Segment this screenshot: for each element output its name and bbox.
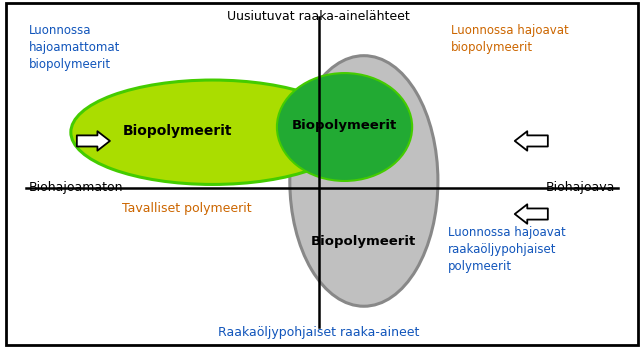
- FancyArrowPatch shape: [515, 204, 548, 224]
- Text: Luonnossa hajoavat
raakaöljypohjaiset
polymeerit: Luonnossa hajoavat raakaöljypohjaiset po…: [448, 226, 565, 273]
- Text: Tavalliset polymeerit: Tavalliset polymeerit: [122, 202, 252, 215]
- Text: Biopolymeerit: Biopolymeerit: [292, 119, 397, 132]
- Ellipse shape: [277, 73, 412, 181]
- Text: Biopolymeerit: Biopolymeerit: [311, 235, 417, 248]
- Text: Uusiutuvat raaka-ainelähteet: Uusiutuvat raaka-ainelähteet: [227, 10, 410, 23]
- Text: Luonnossa hajoavat
biopolymeerit: Luonnossa hajoavat biopolymeerit: [451, 24, 569, 54]
- Text: Luonnossa
hajoamattomat
biopolymeerit: Luonnossa hajoamattomat biopolymeerit: [29, 24, 120, 71]
- Text: Biopolymeerit: Biopolymeerit: [122, 124, 232, 137]
- Text: Biohajoava: Biohajoava: [545, 181, 615, 195]
- Text: Raakaöljypohjaiset raaka-aineet: Raakaöljypohjaiset raaka-aineet: [218, 326, 419, 339]
- FancyArrowPatch shape: [515, 131, 548, 151]
- Ellipse shape: [71, 80, 354, 184]
- FancyArrowPatch shape: [77, 131, 110, 151]
- Text: Biohajoamaton: Biohajoamaton: [29, 181, 124, 195]
- Ellipse shape: [290, 56, 438, 306]
